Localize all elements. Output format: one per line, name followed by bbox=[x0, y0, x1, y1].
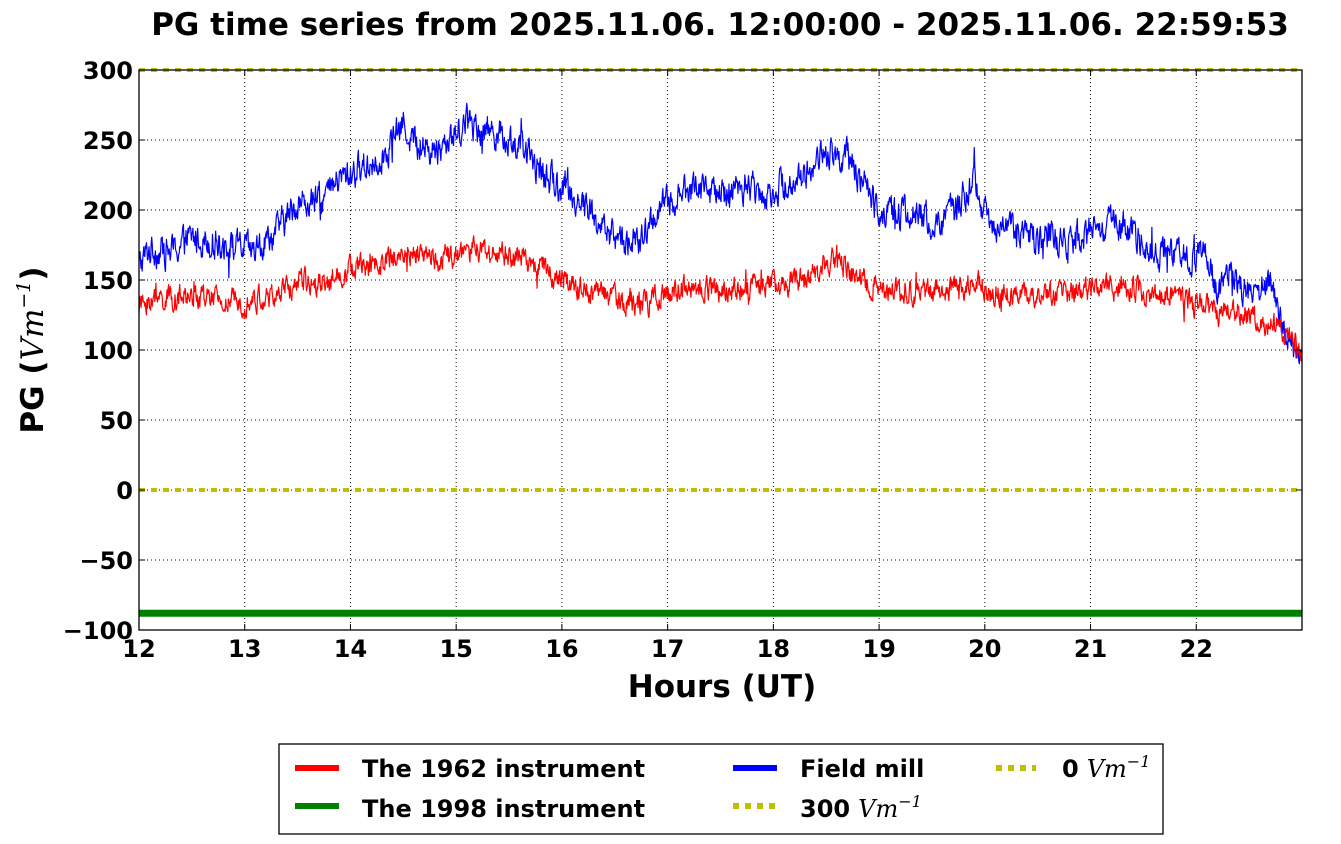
legend-label-field-mill: Field mill bbox=[800, 755, 924, 783]
legend-label-0-exponent: −1 bbox=[1127, 752, 1151, 771]
y-axis-label-exponent: −1 bbox=[13, 281, 35, 309]
y-tick-label: 100 bbox=[83, 337, 133, 365]
x-tick-label: 14 bbox=[334, 635, 367, 663]
y-tick-labels: −100 −50 0 50 100 150 200 250 300 bbox=[63, 57, 133, 645]
y-tick-label: 50 bbox=[100, 407, 133, 435]
y-tick-label: −50 bbox=[79, 547, 133, 575]
y-tick-label: −100 bbox=[63, 617, 133, 645]
x-tick-label: 15 bbox=[439, 635, 472, 663]
legend-label-300: 300 Vm−1 bbox=[800, 792, 922, 823]
plot-area bbox=[138, 68, 1303, 631]
x-tick-labels: 12 13 14 15 16 17 18 19 20 21 22 bbox=[122, 635, 1213, 663]
x-tick-label: 13 bbox=[228, 635, 261, 663]
x-tick-label: 20 bbox=[968, 635, 1001, 663]
x-tick-label: 16 bbox=[545, 635, 578, 663]
legend-label-1998: The 1998 instrument bbox=[362, 795, 645, 823]
x-tick-label: 22 bbox=[1180, 635, 1213, 663]
axis-ticks bbox=[138, 69, 1302, 631]
legend-label-300-value: 300 bbox=[800, 795, 850, 823]
legend-label-0: 0 Vm−1 bbox=[1062, 752, 1150, 783]
plot-background bbox=[139, 70, 1302, 630]
y-tick-label: 250 bbox=[83, 127, 133, 155]
y-tick-label: 150 bbox=[83, 267, 133, 295]
x-tick-label: 18 bbox=[757, 635, 790, 663]
legend-label-0-value: 0 bbox=[1062, 755, 1079, 783]
legend-label-300-unit: Vm bbox=[858, 795, 898, 823]
legend-label-0-unit: Vm bbox=[1087, 755, 1127, 783]
x-tick-label: 12 bbox=[122, 635, 155, 663]
y-axis-label-suffix: ) bbox=[15, 266, 51, 280]
chart-title: PG time series from 2025.11.06. 12:00:00… bbox=[151, 7, 1289, 43]
y-tick-label: 300 bbox=[83, 57, 133, 85]
series-line-the-1962-instrument bbox=[138, 235, 1303, 362]
grid-lines bbox=[139, 70, 1302, 630]
x-tick-label: 17 bbox=[651, 635, 684, 663]
y-axis-label-prefix: PG ( bbox=[15, 360, 51, 433]
y-axis-label: PG (Vm−1) bbox=[13, 266, 51, 433]
y-axis-label-unit: Vm bbox=[15, 309, 51, 361]
y-tick-label: 200 bbox=[83, 197, 133, 225]
series-line-field-mill bbox=[138, 102, 1303, 365]
legend-box bbox=[278, 743, 1164, 835]
legend: The 1962 instrument The 1998 instrument … bbox=[278, 743, 1164, 835]
x-tick-label: 19 bbox=[862, 635, 895, 663]
legend-label-300-exponent: −1 bbox=[898, 792, 922, 811]
legend-label-1962: The 1962 instrument bbox=[362, 755, 645, 783]
x-tick-label: 21 bbox=[1074, 635, 1107, 663]
x-axis-label: Hours (UT) bbox=[628, 669, 817, 705]
y-tick-label: 0 bbox=[116, 477, 133, 505]
